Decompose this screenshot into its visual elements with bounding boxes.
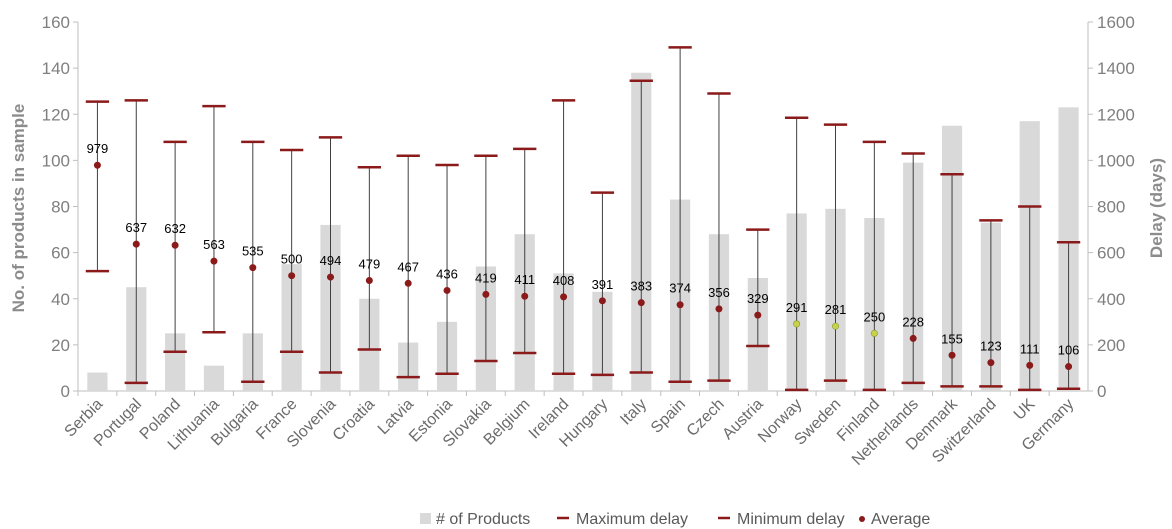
average-marker <box>948 351 956 359</box>
right-tick-label: 1400 <box>1097 59 1135 78</box>
average-data-label: 329 <box>747 291 769 306</box>
legend-label-maximum-delay: Maximum delay <box>576 511 688 528</box>
left-tick-label: 100 <box>42 151 70 170</box>
legend: # of Products Maximum delay Minimum dela… <box>420 511 930 528</box>
category-label: Spain <box>648 396 689 437</box>
average-marker <box>132 240 140 248</box>
average-data-label: 155 <box>941 331 963 346</box>
left-axis-title: No. of products in sample <box>9 104 28 313</box>
average-marker <box>754 311 762 319</box>
left-tick-label: 160 <box>42 13 70 32</box>
bar-products <box>87 372 108 391</box>
average-data-label: 291 <box>786 300 808 315</box>
average-data-label: 632 <box>164 221 186 236</box>
average-marker <box>93 161 101 169</box>
right-axis-title: Delay (days) <box>1147 158 1166 258</box>
average-marker <box>521 292 529 300</box>
average-data-label: 106 <box>1058 343 1080 358</box>
category-label: Italy <box>617 396 650 429</box>
left-tick-label: 40 <box>51 290 70 309</box>
markers-layer <box>85 46 1081 392</box>
average-data-label: 111 <box>1020 341 1040 356</box>
average-marker <box>210 257 218 265</box>
legend-label-products: # of Products <box>436 511 530 528</box>
right-tick-label: 1600 <box>1097 13 1135 32</box>
average-data-label: 408 <box>553 273 575 288</box>
average-marker <box>482 290 490 298</box>
average-data-label: 250 <box>863 309 885 324</box>
average-data-label: 467 <box>397 259 419 274</box>
average-data-label: 979 <box>87 141 109 156</box>
legend-swatch-products <box>420 513 431 524</box>
average-marker <box>404 279 412 287</box>
right-tick-label: 600 <box>1097 244 1125 263</box>
average-data-label: 123 <box>980 339 1002 354</box>
average-marker <box>560 293 568 301</box>
right-tick-label: 800 <box>1097 198 1125 217</box>
average-marker <box>870 329 878 337</box>
bar-products <box>165 333 186 391</box>
average-data-label: 228 <box>902 314 924 329</box>
legend-label-minimum-delay: Minimum delay <box>737 511 845 528</box>
category-label: UK <box>1011 396 1039 424</box>
left-tick-label: 60 <box>51 244 70 263</box>
average-marker <box>831 322 839 330</box>
right-tick-label: 200 <box>1097 336 1125 355</box>
average-data-label: 563 <box>203 237 225 252</box>
average-data-label: 436 <box>436 266 458 281</box>
average-data-label: 356 <box>708 285 730 300</box>
average-marker <box>249 264 257 272</box>
average-marker <box>637 299 645 307</box>
average-marker <box>987 359 995 367</box>
average-marker <box>715 305 723 313</box>
average-marker <box>1026 361 1034 369</box>
average-marker <box>1065 363 1073 371</box>
right-tick-label: 400 <box>1097 290 1125 309</box>
average-data-label: 494 <box>320 253 342 268</box>
average-data-label: 391 <box>592 277 614 292</box>
average-marker <box>909 334 917 342</box>
average-data-label: 411 <box>514 272 535 287</box>
right-tick-label: 1000 <box>1097 151 1135 170</box>
average-marker <box>598 297 606 305</box>
legend-label-average: Average <box>871 511 930 528</box>
left-tick-label: 120 <box>42 105 70 124</box>
right-tick-label: 0 <box>1097 382 1106 401</box>
bar-products <box>203 365 225 391</box>
average-data-label: 637 <box>125 220 147 235</box>
average-marker <box>443 286 451 294</box>
category-label: Croatia <box>330 396 379 445</box>
average-data-label: 281 <box>825 302 847 317</box>
average-marker <box>171 241 179 249</box>
left-tick-label: 0 <box>61 382 70 401</box>
left-tick-label: 140 <box>42 59 70 78</box>
average-marker <box>326 273 334 281</box>
average-data-label: 535 <box>242 244 264 259</box>
average-data-label: 383 <box>630 279 652 294</box>
left-tick-label: 20 <box>51 336 70 355</box>
bars-layer <box>87 72 1079 392</box>
legend-swatch-average <box>859 516 865 522</box>
average-data-label: 419 <box>475 270 497 285</box>
average-marker <box>365 277 373 285</box>
average-marker <box>793 320 801 328</box>
average-data-label: 500 <box>281 252 303 267</box>
average-marker <box>676 301 684 309</box>
labels-layer: 979 637 632 563 535 500 494 479 467 436 419 411 408 3… <box>87 141 1080 357</box>
average-data-label: 374 <box>669 281 691 296</box>
ranges-layer <box>96 47 1070 390</box>
average-data-label: 479 <box>358 257 380 272</box>
left-tick-label: 80 <box>51 198 70 217</box>
average-marker <box>288 272 296 280</box>
right-tick-label: 1200 <box>1097 105 1135 124</box>
